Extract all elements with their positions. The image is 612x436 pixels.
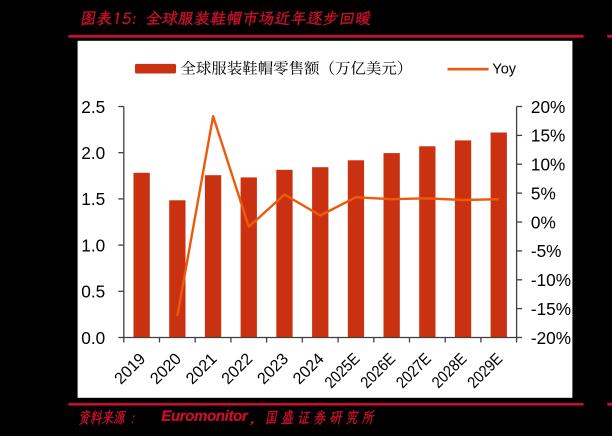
svg-text:0.0: 0.0 bbox=[81, 328, 105, 348]
svg-text:5%: 5% bbox=[531, 183, 556, 203]
svg-text:-20%: -20% bbox=[531, 328, 571, 348]
svg-text:15%: 15% bbox=[531, 126, 565, 146]
svg-text:1.5: 1.5 bbox=[81, 189, 105, 209]
svg-text:0%: 0% bbox=[531, 212, 556, 232]
svg-text:20%: 20% bbox=[531, 97, 565, 117]
svg-text:0.5: 0.5 bbox=[81, 282, 105, 302]
svg-text:2.5: 2.5 bbox=[81, 97, 105, 117]
svg-text:10%: 10% bbox=[531, 155, 565, 175]
svg-text:-15%: -15% bbox=[531, 299, 571, 319]
svg-text:1.0: 1.0 bbox=[81, 235, 105, 255]
svg-text:2.0: 2.0 bbox=[81, 143, 105, 163]
svg-text:Yoy: Yoy bbox=[492, 62, 517, 78]
svg-text:-5%: -5% bbox=[531, 241, 562, 261]
svg-text:-10%: -10% bbox=[531, 270, 571, 290]
